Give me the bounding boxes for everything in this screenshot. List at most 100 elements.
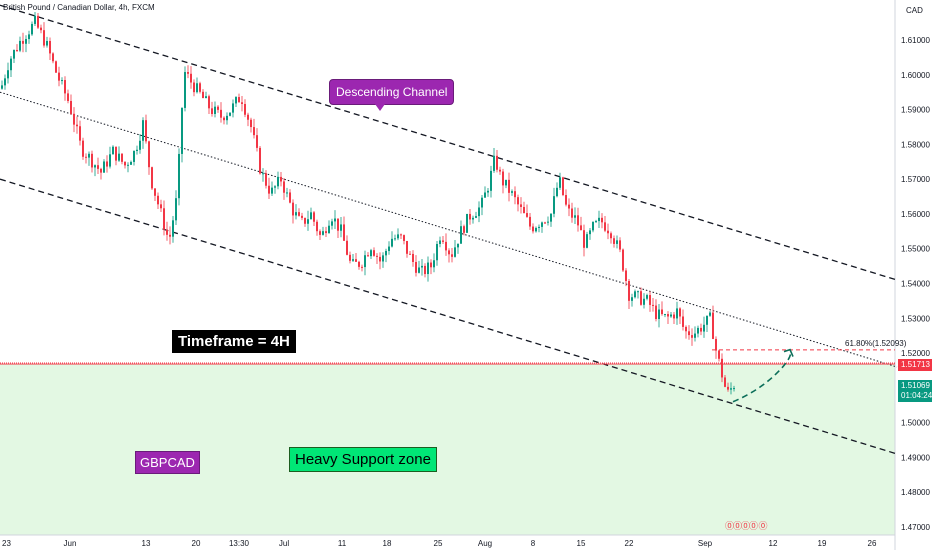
candle-body <box>247 114 249 120</box>
x-tick-label: 12 <box>769 539 778 548</box>
pair-label: GBPCAD <box>135 451 200 474</box>
channel-upper-line <box>0 4 898 281</box>
candle-body <box>244 103 246 115</box>
candle-body <box>562 177 564 196</box>
candle-body <box>466 213 468 233</box>
candle-body <box>625 270 627 282</box>
candle-body <box>397 234 399 239</box>
candle-body <box>307 219 309 224</box>
candle-body <box>433 260 435 268</box>
channel-label: Descending Channel <box>329 79 455 111</box>
candle-body <box>259 147 261 174</box>
x-tick-label: 13 <box>142 539 151 548</box>
candle-body <box>292 202 294 216</box>
candle-body <box>304 217 306 224</box>
candle-body <box>64 80 66 94</box>
candle-body <box>724 377 726 387</box>
candle-body <box>721 358 723 378</box>
time-axis[interactable]: 23 Jun 13 20 13:30 Jul 11 18 25 Aug 8 15 22 Sep 12 19 26 <box>2 539 877 548</box>
candle-body <box>685 326 687 332</box>
candle-body <box>607 230 609 234</box>
y-tick-label: 1.48000 <box>901 488 930 497</box>
candle-body <box>226 115 228 121</box>
candle-body <box>7 70 9 79</box>
x-tick-label: 11 <box>338 539 347 548</box>
candle-body <box>622 249 624 271</box>
candle-body <box>352 259 354 261</box>
fib-label: 61.80%(1.52093) <box>845 339 907 348</box>
candle-body <box>394 238 396 240</box>
event-markers[interactable]: ⓪⓪⓪⓪ ⓪ <box>725 521 768 531</box>
candle-body <box>79 126 81 141</box>
projection-path <box>732 349 792 403</box>
candle-body <box>229 112 231 116</box>
x-tick-label: 26 <box>868 539 877 548</box>
candle-body <box>667 314 669 317</box>
candle-body <box>601 217 603 223</box>
candle-body <box>316 221 318 232</box>
candle-body <box>733 388 735 390</box>
x-tick-label: 23 <box>2 539 11 548</box>
candle-body <box>82 140 84 157</box>
y-tick-label: 1.54000 <box>901 280 930 289</box>
candle-body <box>10 58 12 71</box>
candle-body <box>499 169 501 172</box>
x-tick-label: Jun <box>64 539 77 548</box>
chart-title: British Pound / Canadian Dollar, 4h, FXC… <box>3 3 155 12</box>
candle-body <box>442 240 444 242</box>
candle-body <box>697 327 699 334</box>
candle-body <box>565 195 567 205</box>
candle-body <box>211 108 213 114</box>
candle-body <box>634 291 636 298</box>
candle-body <box>115 146 117 161</box>
candle-body <box>238 97 240 103</box>
candle-body <box>556 187 558 197</box>
candle-body <box>658 309 660 320</box>
candle-body <box>256 135 258 148</box>
candle-body <box>46 40 48 46</box>
candle-body <box>550 213 552 222</box>
candle-body <box>535 227 537 232</box>
candle-body <box>103 161 105 173</box>
candle-body <box>688 331 690 336</box>
candle-body <box>541 222 543 227</box>
candle-body <box>187 72 189 74</box>
candle-body <box>208 96 210 109</box>
candle-body <box>637 291 639 293</box>
candle-body <box>370 250 372 257</box>
candle-body <box>655 305 657 320</box>
candle-body <box>220 109 222 118</box>
candle-body <box>343 224 345 241</box>
candle-body <box>406 240 408 254</box>
candle-body <box>526 213 528 217</box>
candle-body <box>124 161 126 166</box>
candle-body <box>367 255 369 257</box>
candle-body <box>193 82 195 93</box>
candle-body <box>505 179 507 186</box>
projection-arrow <box>783 348 794 357</box>
candle-body <box>481 197 483 208</box>
candle-body <box>133 150 135 162</box>
candle-body <box>337 218 339 231</box>
candle-body <box>181 107 183 154</box>
candle-body <box>136 149 138 151</box>
candle-body <box>109 154 111 167</box>
levels <box>0 348 895 403</box>
candle-body <box>616 240 618 244</box>
candle-body <box>463 226 465 233</box>
candle-body <box>310 212 312 220</box>
candle-body <box>379 256 381 262</box>
candle-body <box>319 231 321 235</box>
price-axis[interactable]: 1.61000 1.60000 1.59000 1.58000 1.57000 1.560… <box>901 36 930 532</box>
candle-body <box>472 217 474 220</box>
candle-body <box>430 262 432 268</box>
candle-body <box>235 97 237 104</box>
candle-body <box>106 161 108 167</box>
y-tick-label: 1.59000 <box>901 106 930 115</box>
y-tick-label: 1.55000 <box>901 245 930 254</box>
candle-body <box>265 173 267 186</box>
candle-body <box>190 73 192 83</box>
candle-body <box>55 61 57 73</box>
current-price-tag: 1.51069 01:04:24 <box>898 380 932 402</box>
